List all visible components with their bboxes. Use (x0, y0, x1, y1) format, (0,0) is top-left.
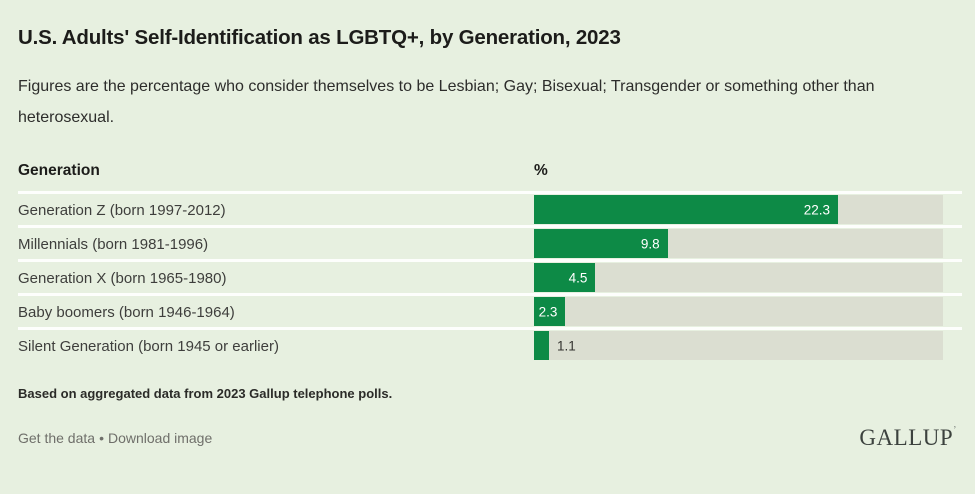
table-row: Millennials (born 1981-1996) 9.8 (18, 225, 962, 259)
footer-links: Get the data • Download image (18, 430, 212, 446)
bar-fill (534, 195, 839, 224)
get-the-data-link[interactable]: Get the data (18, 430, 96, 446)
trademark-mark: ’ (953, 425, 957, 436)
column-header-generation: Generation (18, 162, 100, 179)
row-label: Generation Z (born 1997-2012) (18, 201, 226, 219)
row-label: Baby boomers (born 1946-1964) (18, 303, 235, 321)
bar-track: 2.3 (534, 297, 943, 326)
bar-track: 9.8 (534, 229, 943, 258)
bar-fill (534, 297, 566, 326)
source-note: Based on aggregated data from 2023 Gallu… (18, 386, 393, 401)
table-row: Baby boomers (born 1946-1964) 2.3 (18, 293, 962, 327)
row-label: Millennials (born 1981-1996) (18, 235, 209, 253)
bar-value-label: 9.8 (640, 236, 660, 251)
table-row: Generation X (born 1965-1980) 4.5 (18, 259, 962, 293)
bar-value-label: 2.3 (538, 304, 558, 319)
bar-fill (534, 263, 596, 292)
page-title: U.S. Adults' Self-Identification as LGBT… (18, 26, 621, 49)
bar-fill (534, 229, 668, 258)
bar-chart: Generation Z (born 1997-2012) 22.3 Mille… (18, 191, 962, 361)
column-header-percent: % (534, 162, 548, 179)
bar-track: 22.3 (534, 195, 943, 224)
row-label: Silent Generation (born 1945 or earlier) (18, 337, 279, 355)
download-image-link[interactable]: Download image (107, 430, 213, 446)
footer: Get the data • Download image GALLUP’ (18, 425, 962, 451)
bar-value-label: 4.5 (568, 270, 588, 285)
chart-subtitle: Figures are the percentage who consider … (18, 78, 875, 126)
row-label: Generation X (born 1965-1980) (18, 269, 227, 287)
table-row: Silent Generation (born 1945 or earlier)… (18, 327, 962, 361)
bar-track: 4.5 (534, 263, 943, 292)
table-header: Generation % (18, 162, 962, 191)
bar-fill (534, 331, 549, 360)
bar-value-label: 1.1 (556, 338, 576, 353)
bar-track: 1.1 (534, 331, 943, 360)
bar-value-label: 22.3 (803, 202, 831, 217)
table-row: Generation Z (born 1997-2012) 22.3 (18, 191, 962, 225)
gallup-logo: GALLUP’ (859, 425, 957, 450)
dot-separator: • (99, 430, 104, 446)
